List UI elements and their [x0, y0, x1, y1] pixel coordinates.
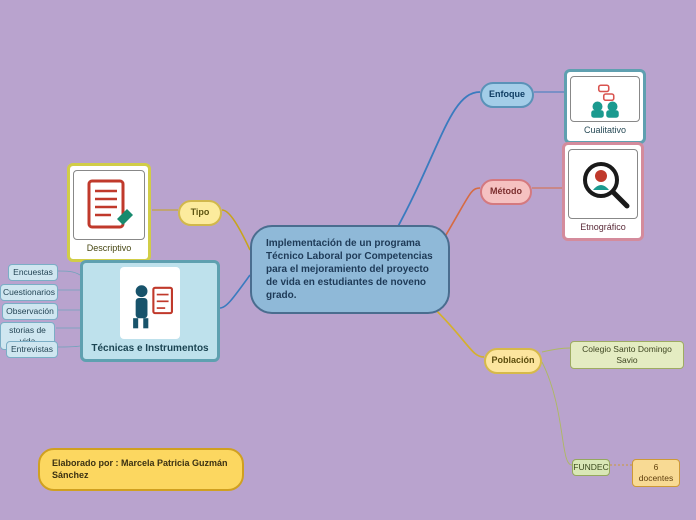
card-label: Técnicas e Instrumentos	[91, 342, 208, 355]
doc-pencil-icon	[73, 170, 145, 240]
chip-fundec[interactable]: FUNDEC	[572, 459, 610, 476]
card-etnografico[interactable]: Etnográfico	[562, 142, 644, 241]
branch-metodo[interactable]: Método	[480, 179, 532, 205]
conversation-icon	[570, 76, 640, 122]
chip-colegio[interactable]: Colegio Santo Domingo Savio	[570, 341, 684, 369]
author-box: Elaborado por : Marcela Patricia Guzmán …	[38, 448, 244, 491]
card-label: Descriptivo	[87, 243, 132, 255]
person-pres-icon	[120, 267, 180, 339]
chip-cuestionarios[interactable]: Cuestionarios	[0, 284, 58, 301]
branch-tipo[interactable]: Tipo	[178, 200, 222, 226]
magnify-person-icon	[568, 149, 638, 219]
card-tecnicas_card[interactable]: Técnicas e Instrumentos	[80, 260, 220, 362]
card-descriptivo[interactable]: Descriptivo	[67, 163, 151, 262]
root-node[interactable]: Implementación de un programa Técnico La…	[250, 225, 450, 314]
branch-poblacion[interactable]: Población	[484, 348, 542, 374]
chip-entrevistas[interactable]: Entrevistas	[6, 341, 58, 358]
card-label: Etnográfico	[580, 222, 626, 234]
chip-observacion[interactable]: Observación	[2, 303, 58, 320]
chip-docentes[interactable]: 6 docentes	[632, 459, 680, 487]
card-label: Cualitativo	[584, 125, 626, 137]
card-cualitativo[interactable]: Cualitativo	[564, 69, 646, 144]
branch-enfoque[interactable]: Enfoque	[480, 82, 534, 108]
chip-encuestas[interactable]: Encuestas	[8, 264, 58, 281]
